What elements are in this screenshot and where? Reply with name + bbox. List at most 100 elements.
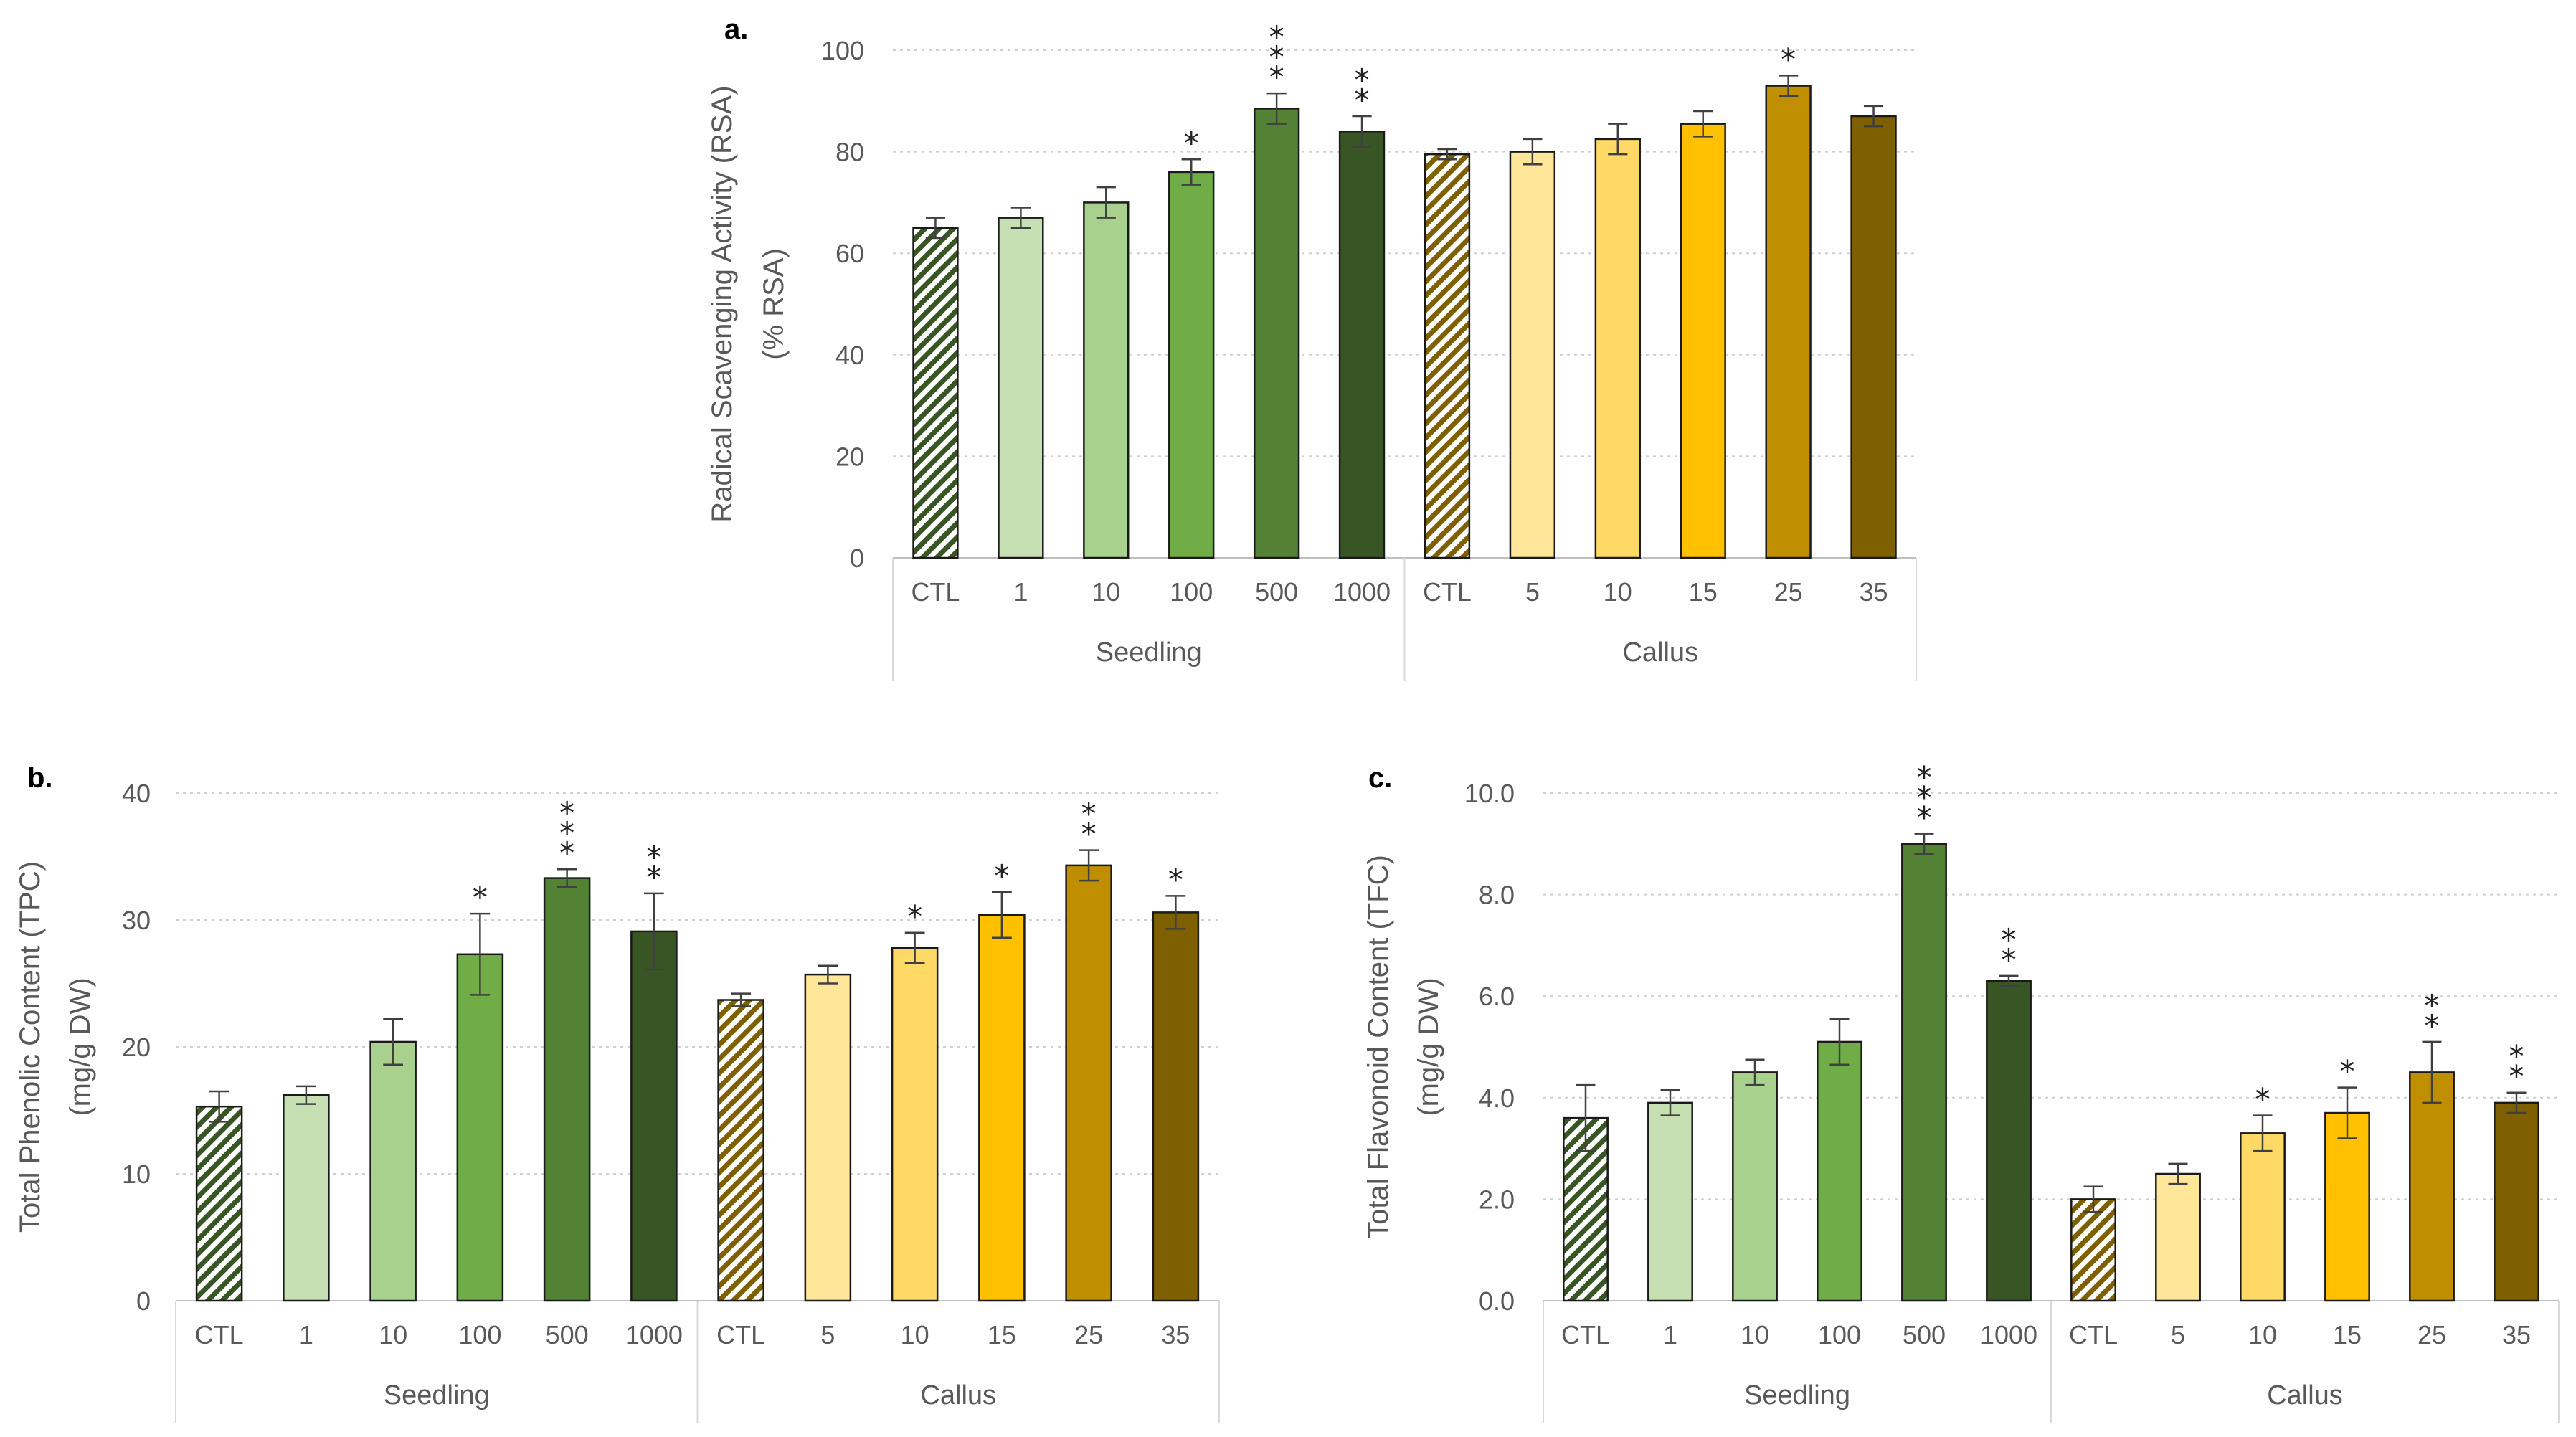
error-bar <box>1181 158 1201 186</box>
x-tick-label: 10 <box>1604 577 1632 607</box>
y-axis-title: Total Phenolic Content (TPC) <box>14 861 46 1233</box>
bar-seedling-1000 <box>630 930 678 1302</box>
x-tick-label: 25 <box>1774 577 1803 607</box>
x-tick-label: 1 <box>1663 1320 1677 1350</box>
bar-callus-15 <box>2324 1111 2370 1302</box>
significance-marker: * <box>559 835 574 871</box>
bar-seedling-500 <box>1253 108 1300 559</box>
x-tick-label: 15 <box>1689 577 1718 607</box>
x-tick-label: 35 <box>1161 1320 1190 1350</box>
bar-seedling-1 <box>1647 1101 1693 1302</box>
bar-seedling-1 <box>283 1094 330 1302</box>
x-tick-label: 35 <box>1860 577 1888 607</box>
significance-marker: * <box>2425 988 2440 1023</box>
x-tick-label: 100 <box>1170 577 1213 607</box>
x-tick-label: 1 <box>1013 577 1028 607</box>
bar-seedling-500 <box>1901 843 1947 1302</box>
panel-label: a. <box>724 14 748 45</box>
x-group-label: Seedling <box>1744 1380 1850 1410</box>
x-tick-label: CTL <box>716 1320 765 1350</box>
y-tick-label: 20 <box>122 1033 151 1062</box>
significance-marker: * <box>1168 862 1183 897</box>
x-tick-label: CTL <box>1561 1320 1610 1350</box>
x-tick-label: 1000 <box>1333 577 1391 607</box>
bar-callus-25 <box>1065 864 1112 1302</box>
x-tick-label: 25 <box>1074 1320 1103 1350</box>
x-tick-label: 100 <box>1818 1320 1861 1350</box>
significance-marker: * <box>1917 760 1932 795</box>
significance-marker: * <box>907 899 922 934</box>
significance-marker: * <box>2509 1059 2524 1094</box>
bar-callus-CTL <box>717 999 764 1302</box>
x-tick-label: 25 <box>2418 1320 2446 1350</box>
significance-marker: * <box>2002 922 2017 957</box>
y-tick-label: 100 <box>821 36 864 65</box>
error-bar <box>1079 849 1099 882</box>
x-group-label: Callus <box>1622 637 1698 668</box>
error-bar <box>2506 1091 2527 1114</box>
bar-callus-5 <box>2155 1172 2201 1302</box>
x-tick-label: 5 <box>820 1320 835 1350</box>
error-bar <box>2083 1185 2103 1213</box>
bar-seedling-100 <box>1168 171 1215 559</box>
bar-callus-10 <box>891 947 939 1302</box>
x-tick-label: 10 <box>2248 1320 2277 1350</box>
significance-marker: * <box>2255 1082 2270 1117</box>
y-axis-title: Radical Scavenging Activity (RSA) <box>706 85 738 522</box>
bar-seedling-CTL <box>195 1105 243 1302</box>
x-tick-label: 500 <box>1903 1320 1946 1350</box>
error-bar <box>2168 1162 2188 1185</box>
x-group-label: Seedling <box>1096 637 1202 668</box>
error-bar <box>818 964 838 985</box>
error-bar <box>1165 895 1186 930</box>
significance-marker: * <box>1781 42 1796 77</box>
x-tick-label: 15 <box>2333 1320 2362 1350</box>
x-tick-label: 100 <box>458 1320 501 1350</box>
y-tick-label: 20 <box>835 442 864 471</box>
error-bar <box>1999 974 2019 987</box>
error-bar <box>1523 138 1543 166</box>
x-tick-label: CTL <box>195 1320 244 1350</box>
x-tick-label: 500 <box>546 1320 589 1350</box>
x-tick-label: 5 <box>1525 577 1540 607</box>
error-bar <box>470 912 491 996</box>
bar-callus-25 <box>1765 85 1812 559</box>
panel-b-tpc-chart: 0 10 20 30 40 Total Phenolic Content (TPC) (mg… <box>14 762 1220 1423</box>
significance-marker: * <box>1184 125 1199 161</box>
x-tick-label: CTL <box>1423 577 1472 607</box>
y-axis-title: Total Flavonoid Content (TFC) <box>1363 855 1394 1239</box>
error-bar <box>1745 1058 1765 1086</box>
significance-marker: * <box>1917 780 1932 815</box>
error-bar <box>1693 110 1713 138</box>
bar-callus-10 <box>2240 1132 2286 1302</box>
bar-callus-5 <box>1509 151 1556 559</box>
bar-callus-35 <box>1850 115 1897 559</box>
bar-callus-CTL <box>2070 1198 2116 1302</box>
error-bar <box>1437 148 1457 161</box>
x-tick-label: 10 <box>1092 577 1120 607</box>
bar-seedling-100 <box>1817 1040 1862 1302</box>
significance-marker: * <box>1355 82 1370 118</box>
bar-callus-CTL <box>1424 153 1471 559</box>
bar-seedling-1000 <box>1986 980 2032 1302</box>
error-bar <box>1829 1018 1850 1066</box>
error-bar <box>2253 1114 2273 1152</box>
bar-callus-25 <box>2409 1071 2455 1302</box>
y-tick-label: 0 <box>136 1286 151 1316</box>
significance-marker: * <box>1269 19 1284 54</box>
x-tick-label: 35 <box>2502 1320 2531 1350</box>
error-bar <box>1576 1083 1596 1152</box>
error-bar <box>383 1018 403 1066</box>
significance-marker: * <box>559 815 574 850</box>
bar-callus-15 <box>978 914 1026 1302</box>
x-tick-label: CTL <box>2069 1320 2118 1350</box>
error-bar <box>1914 833 1934 855</box>
error-bar <box>1266 92 1287 125</box>
significance-marker: * <box>473 880 488 915</box>
error-bar <box>992 891 1012 939</box>
x-group-label: Callus <box>920 1380 996 1410</box>
bar-seedling-CTL <box>912 227 959 559</box>
error-bar <box>904 931 925 964</box>
x-tick-label: 500 <box>1255 577 1298 607</box>
